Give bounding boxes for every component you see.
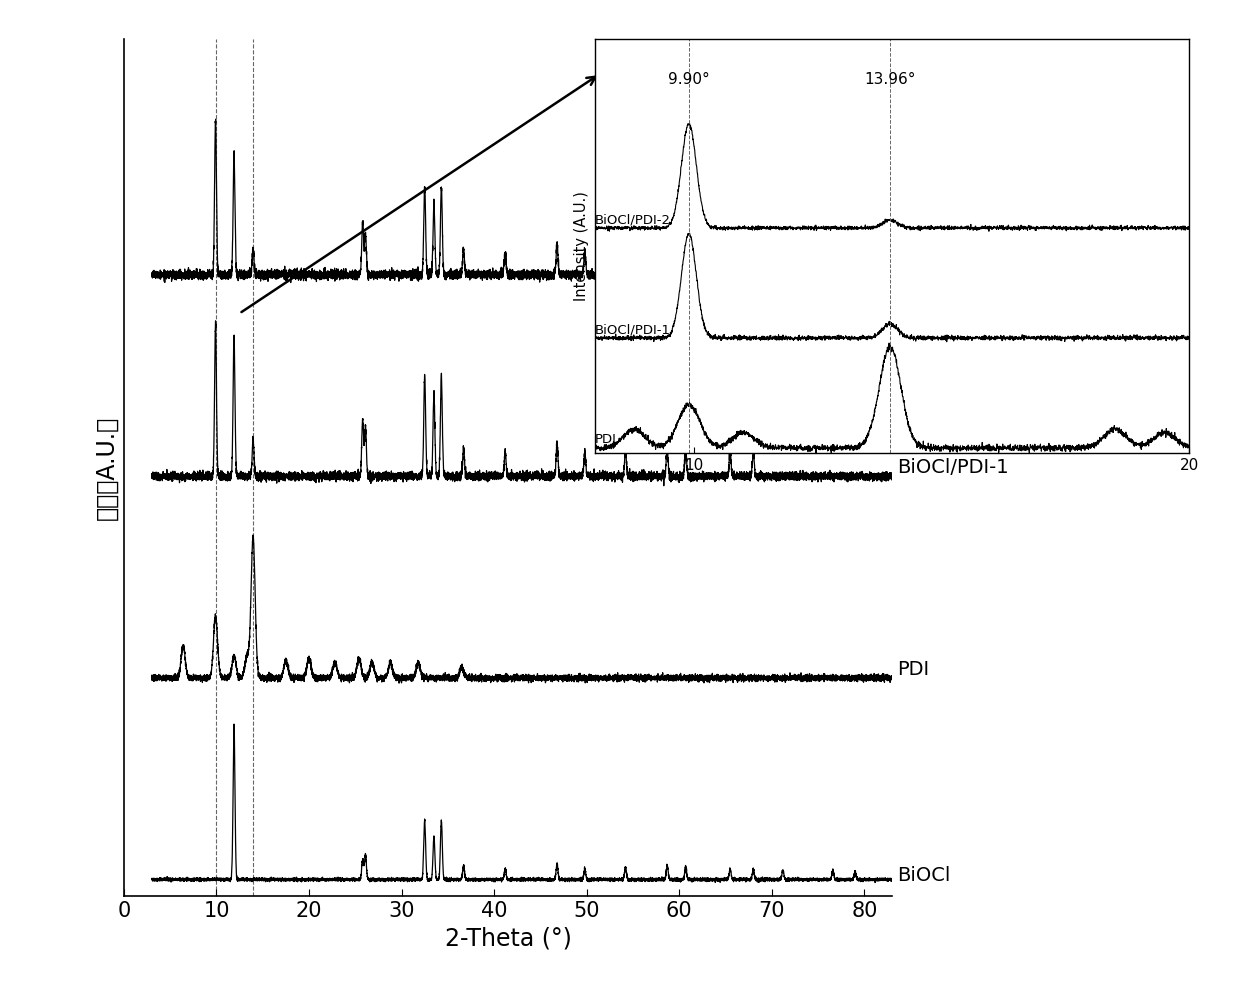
X-axis label: 2-Theta (°): 2-Theta (°) — [445, 927, 571, 951]
Text: PDI: PDI — [595, 433, 617, 446]
Text: BiOCl/PDI-1: BiOCl/PDI-1 — [595, 323, 670, 336]
Text: PDI: PDI — [897, 660, 929, 679]
Text: BiOCl/PDI-2: BiOCl/PDI-2 — [897, 257, 1009, 276]
Text: 13.96°: 13.96° — [865, 72, 916, 87]
Text: 9.90°: 9.90° — [668, 72, 710, 87]
Text: BiOCl/PDI-2: BiOCl/PDI-2 — [595, 214, 670, 227]
Text: BiOCl: BiOCl — [897, 866, 950, 885]
Text: BiOCl/PDI-1: BiOCl/PDI-1 — [897, 458, 1009, 478]
Y-axis label: 强度（A.U.）: 强度（A.U.） — [94, 416, 119, 520]
Y-axis label: Intensity (A.U.): Intensity (A.U.) — [574, 191, 590, 301]
